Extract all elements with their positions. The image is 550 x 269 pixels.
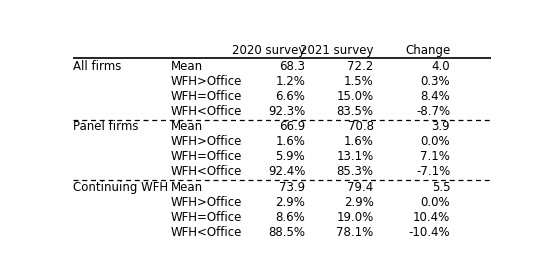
Text: -8.7%: -8.7% (416, 105, 450, 118)
Text: 8.4%: 8.4% (421, 90, 450, 103)
Text: 1.6%: 1.6% (276, 135, 305, 148)
Text: 8.6%: 8.6% (276, 211, 305, 224)
Text: 85.3%: 85.3% (337, 165, 373, 178)
Text: All firms: All firms (73, 59, 122, 73)
Text: 0.0%: 0.0% (421, 135, 450, 148)
Text: 73.9: 73.9 (279, 180, 305, 193)
Text: -10.4%: -10.4% (409, 226, 450, 239)
Text: WFH=Office: WFH=Office (171, 150, 243, 163)
Text: Panel firms: Panel firms (73, 120, 139, 133)
Text: WFH>Office: WFH>Office (171, 75, 243, 88)
Text: WFH>Office: WFH>Office (171, 196, 243, 209)
Text: 2.9%: 2.9% (276, 196, 305, 209)
Text: 70.8: 70.8 (348, 120, 373, 133)
Text: 1.5%: 1.5% (344, 75, 373, 88)
Text: 83.5%: 83.5% (337, 105, 373, 118)
Text: 6.6%: 6.6% (276, 90, 305, 103)
Text: 2021 survey: 2021 survey (300, 44, 373, 58)
Text: -7.1%: -7.1% (416, 165, 450, 178)
Text: WFH=Office: WFH=Office (171, 90, 243, 103)
Text: 2020 survey: 2020 survey (232, 44, 305, 58)
Text: 5.9%: 5.9% (276, 150, 305, 163)
Text: 5.5: 5.5 (432, 180, 450, 193)
Text: WFH<Office: WFH<Office (171, 105, 243, 118)
Text: 92.4%: 92.4% (268, 165, 305, 178)
Text: Mean: Mean (171, 120, 203, 133)
Text: 92.3%: 92.3% (268, 105, 305, 118)
Text: 13.1%: 13.1% (336, 150, 373, 163)
Text: WFH<Office: WFH<Office (171, 165, 243, 178)
Text: 79.4: 79.4 (347, 180, 373, 193)
Text: Mean: Mean (171, 59, 203, 73)
Text: 88.5%: 88.5% (268, 226, 305, 239)
Text: 72.2: 72.2 (347, 59, 373, 73)
Text: 0.3%: 0.3% (421, 75, 450, 88)
Text: 1.6%: 1.6% (344, 135, 373, 148)
Text: 1.2%: 1.2% (276, 75, 305, 88)
Text: 0.0%: 0.0% (421, 196, 450, 209)
Text: 7.1%: 7.1% (420, 150, 450, 163)
Text: WFH<Office: WFH<Office (171, 226, 243, 239)
Text: 19.0%: 19.0% (336, 211, 373, 224)
Text: Continuing WFH: Continuing WFH (73, 180, 168, 193)
Text: WFH=Office: WFH=Office (171, 211, 243, 224)
Text: 15.0%: 15.0% (337, 90, 373, 103)
Text: WFH>Office: WFH>Office (171, 135, 243, 148)
Text: Mean: Mean (171, 180, 203, 193)
Text: 68.3: 68.3 (279, 59, 305, 73)
Text: Change: Change (405, 44, 450, 58)
Text: 78.1%: 78.1% (336, 226, 373, 239)
Text: 66.9: 66.9 (279, 120, 305, 133)
Text: 4.0: 4.0 (432, 59, 450, 73)
Text: 10.4%: 10.4% (413, 211, 450, 224)
Text: 3.9: 3.9 (432, 120, 450, 133)
Text: 2.9%: 2.9% (344, 196, 373, 209)
